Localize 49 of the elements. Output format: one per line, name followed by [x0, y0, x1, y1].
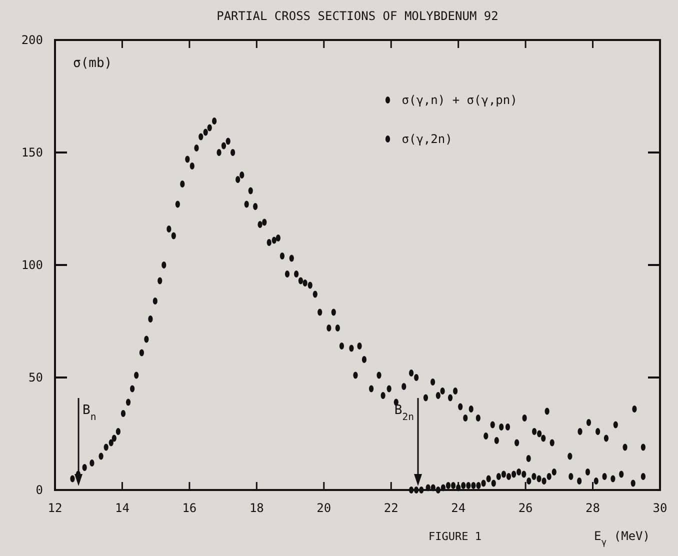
point	[506, 473, 512, 480]
point	[585, 468, 590, 476]
point	[419, 486, 424, 494]
y-tick-label: 150	[21, 146, 43, 160]
point	[471, 482, 476, 489]
point	[552, 468, 556, 476]
y-tick-label: 50	[28, 370, 43, 384]
x-tick-label: 26	[518, 501, 533, 515]
point	[640, 473, 646, 480]
x-tick-label: 16	[182, 501, 197, 515]
point	[526, 478, 532, 484]
point	[440, 484, 446, 492]
point	[594, 478, 598, 484]
x-axis-title: E$_{γ}$ (MeV)	[594, 529, 650, 548]
point	[414, 486, 419, 494]
point	[446, 482, 451, 489]
x-tick-label: 20	[316, 501, 332, 515]
point	[577, 478, 582, 484]
point	[476, 482, 481, 489]
x-tick-label: 30	[652, 501, 668, 515]
x-tick-label: 24	[451, 501, 466, 515]
point	[602, 473, 607, 480]
x-tick-label: 28	[586, 501, 600, 515]
caption: FIGURE 1	[428, 530, 482, 543]
y-tick-label: 200	[21, 33, 43, 47]
point	[542, 478, 546, 484]
point	[516, 468, 522, 476]
point	[501, 470, 506, 478]
x-tick-label: 22	[384, 501, 398, 515]
y-axis-title: σ(mb)	[73, 56, 112, 71]
x-tick-label: 18	[249, 501, 264, 515]
y-tick-label: 0	[36, 483, 43, 497]
chart-title: PARTIAL CROSS SECTIONS OF MOLYBDENUM 92	[216, 9, 498, 23]
legend-label: σ(γ,n) + σ(γ,pn)	[402, 93, 518, 107]
y-tick-label: 100	[21, 258, 43, 272]
point	[436, 486, 440, 494]
point	[496, 473, 501, 480]
point	[511, 470, 516, 478]
ref-line-label: B$_{n}$	[82, 403, 96, 422]
legend-label: σ(γ,2n)	[402, 132, 452, 146]
x-tick-label: 14	[114, 501, 130, 515]
point	[408, 486, 414, 494]
point	[546, 473, 552, 480]
point	[466, 482, 471, 489]
point	[532, 473, 536, 480]
point	[568, 473, 574, 480]
x-tick-label: 12	[48, 501, 62, 515]
point	[461, 482, 466, 489]
point	[450, 482, 456, 489]
